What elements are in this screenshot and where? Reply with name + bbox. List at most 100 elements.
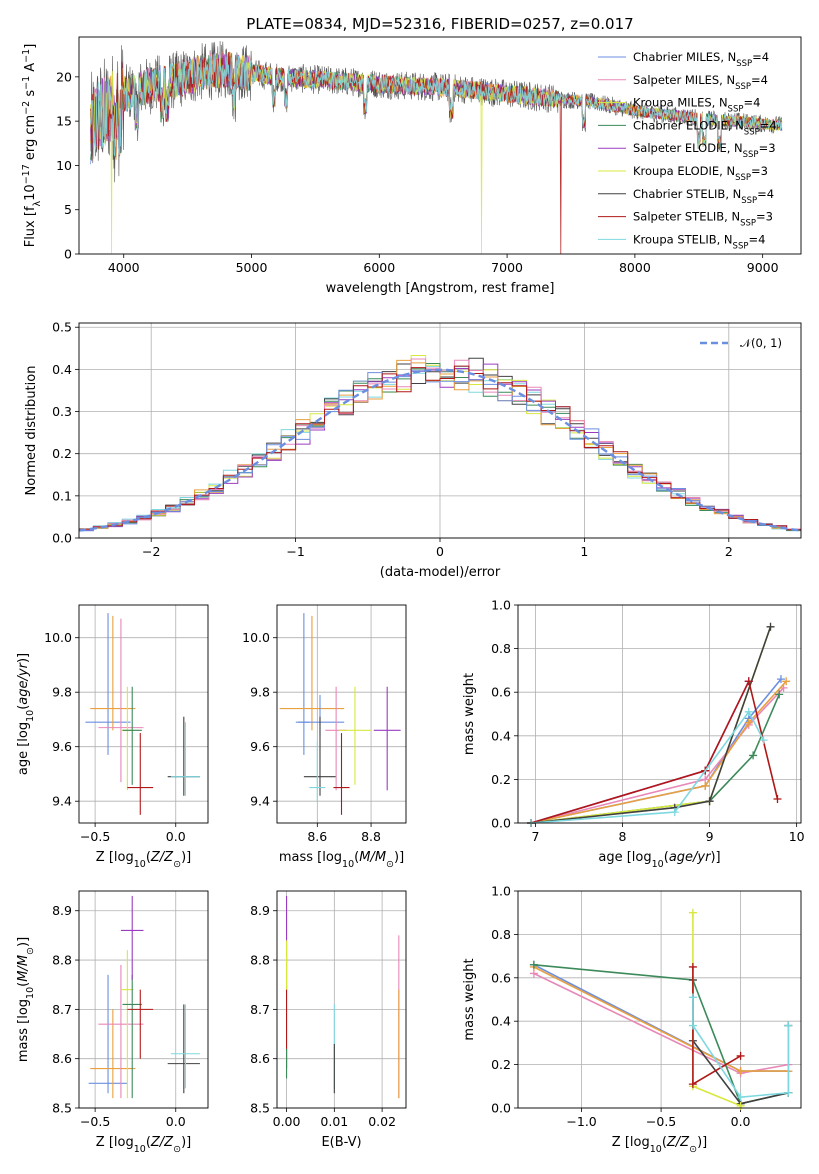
y-tick-label: 0.6 — [491, 970, 511, 985]
y-tick-label: 9.8 — [250, 685, 270, 700]
series-marker — [736, 1067, 745, 1076]
x-tick-label: 8 — [619, 829, 627, 844]
y-tick-label: 0.8 — [491, 927, 511, 942]
legend: 𝒩(0, 1) — [700, 336, 782, 350]
axes-frame — [517, 604, 802, 824]
y-tick-label: 8.7 — [250, 1002, 270, 1017]
legend-entry: Chabrier STELIB, NSSP=4 — [633, 187, 774, 206]
x-axis-label: Z [log10(Z/Z⊙)] — [96, 850, 191, 870]
axes-frame — [517, 890, 802, 1109]
errorbar-point — [167, 1004, 200, 1094]
y-tick-label: 8.9 — [250, 903, 270, 918]
legend-entry: Salpeter ELODIE, NSSP=3 — [633, 141, 776, 160]
series-line — [531, 710, 765, 824]
errorbar-point — [167, 716, 200, 796]
spectrum-panel: 4000 5000 6000 7000 8000 9000 0 5 10 15 20 waveleng… — [21, 36, 802, 296]
y-tick-label: 1.0 — [491, 598, 511, 613]
series-marker — [766, 622, 775, 631]
errorbar-point — [85, 613, 131, 755]
gridlines — [79, 605, 208, 823]
series-marker — [744, 677, 753, 686]
x-tick-label: 0.0 — [166, 829, 186, 844]
errorbar-point — [325, 686, 347, 791]
errorbar-point — [279, 615, 345, 731]
errorbar-point — [338, 686, 372, 785]
x-tick-label: 6000 — [363, 260, 395, 275]
errorbar-point — [98, 618, 144, 783]
y-tick-label: 0.1 — [52, 488, 72, 503]
y-tick-label: 9.8 — [52, 685, 72, 700]
series-marker — [776, 675, 785, 684]
y-tick-label: 0.4 — [491, 728, 511, 743]
series-marker — [736, 1101, 745, 1110]
series-marker — [744, 718, 753, 727]
y-axis-label: age [log10(age/yr)] — [16, 653, 36, 775]
errorbar-point — [98, 964, 144, 1099]
series-line — [530, 680, 787, 824]
x-tick-label: 0.00 — [273, 1114, 301, 1129]
y-tick-label: 0.0 — [491, 816, 511, 831]
series-marker — [784, 1088, 793, 1097]
x-tick-label: 0.01 — [320, 1114, 348, 1129]
series-marker — [705, 797, 714, 806]
axes-frame — [276, 604, 407, 824]
x-axis-label: (data-model)/error — [380, 565, 501, 580]
errorbar-point — [170, 1004, 200, 1089]
errorbar-point — [122, 686, 142, 785]
x-tick-label: −0.5 — [80, 1114, 110, 1129]
series-line — [530, 678, 782, 824]
series-marker — [688, 908, 697, 917]
mass-vs-metallicity-panel: −0.5 0.0 8.5 8.6 8.7 8.8 8.9 Z [log10(Z/Z⊙)] mas… — [16, 890, 209, 1155]
series-line — [531, 626, 772, 824]
x-tick-label: 7000 — [491, 260, 523, 275]
series-line — [530, 680, 750, 824]
age-vs-metallicity-panel: −0.5 0.0 9.4 9.6 9.8 10.0 Z [log10(Z/Z⊙)] age [… — [16, 604, 209, 870]
y-axis-label: mass [log10(M/M⊙)] — [16, 937, 36, 1062]
x-tick-label: −1 — [286, 544, 304, 559]
x-tick-label: 8.6 — [307, 829, 327, 844]
series-line — [692, 912, 741, 1107]
series-marker — [759, 736, 768, 745]
errorbar-point — [90, 615, 136, 731]
legend-entry: Salpeter STELIB, NSSP=3 — [633, 210, 773, 229]
y-tick-label: 9.6 — [250, 739, 270, 754]
x-axis-label: age [log10(age/yr)] — [598, 850, 720, 870]
mass-weight-series — [527, 690, 784, 827]
y-tick-label: 10 — [56, 158, 72, 173]
gaussian-reference-curve — [78, 368, 802, 532]
x-axis-label: E(B-V) — [321, 1135, 361, 1150]
y-tick-label: 5 — [64, 202, 72, 217]
series-marker — [701, 781, 710, 790]
y-tick-label: 0.0 — [491, 1101, 511, 1116]
x-axis-label: Z [log10(Z/Z⊙)] — [96, 1135, 191, 1155]
y-tick-label: 1.0 — [491, 884, 511, 899]
x-tick-label: 0 — [436, 544, 444, 559]
x-tick-label: 1 — [580, 544, 588, 559]
series-marker — [749, 751, 758, 760]
y-tick-label: 0.2 — [491, 1057, 511, 1072]
y-tick-label: 8.6 — [52, 1051, 72, 1066]
x-tick-label: 9000 — [747, 260, 779, 275]
y-tick-label: 0.4 — [52, 362, 72, 377]
y-axis-label: mass weight — [462, 958, 477, 1040]
series-marker — [773, 795, 782, 804]
mass-vs-ebv-panel: 0.00 0.01 0.02 8.5 8.6 8.7 8.8 8.9 E(B-V) — [250, 890, 407, 1150]
x-tick-label: 0.02 — [368, 1114, 396, 1129]
errorbar-point — [88, 974, 128, 1094]
errorbar-point — [298, 613, 310, 755]
mass-weight-vs-age-panel: 7 8 9 10 0.0 0.2 0.4 0.6 0.8 1.0 age [log10(age/yr… — [462, 598, 805, 870]
x-tick-label: 8.8 — [361, 829, 381, 844]
histogram-series — [79, 359, 801, 531]
errorbar-point — [90, 1009, 136, 1099]
errorbar-point — [120, 895, 144, 980]
y-tick-label: 10.0 — [44, 630, 72, 645]
y-tick-label: 8.7 — [52, 1002, 72, 1017]
series-marker — [736, 1051, 745, 1060]
y-tick-label: 0.0 — [52, 531, 72, 546]
y-tick-label: 0.2 — [52, 446, 72, 461]
mass-weight-series — [527, 622, 775, 827]
axes-frame — [78, 36, 802, 255]
y-tick-label: 20 — [56, 69, 72, 84]
series-marker — [782, 677, 791, 686]
